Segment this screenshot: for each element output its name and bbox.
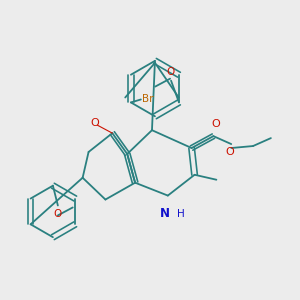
Text: N: N xyxy=(160,208,170,220)
Text: O: O xyxy=(211,119,220,129)
Text: O: O xyxy=(90,118,99,128)
Text: H: H xyxy=(177,209,184,219)
Text: O: O xyxy=(166,67,174,77)
Text: O: O xyxy=(226,147,235,157)
Text: Br: Br xyxy=(142,94,153,104)
Text: O: O xyxy=(54,209,62,219)
